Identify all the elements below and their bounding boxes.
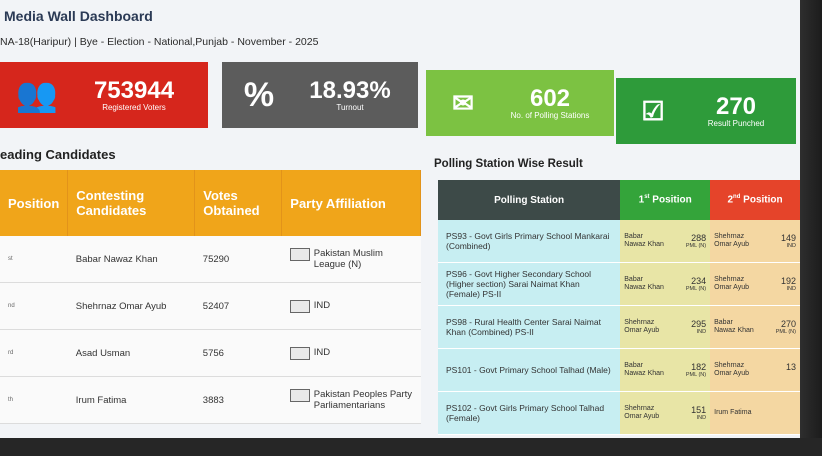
first-candidate: Babar Nawaz Khan: [624, 362, 664, 377]
first-votes: 182: [691, 362, 707, 372]
party-flag-icon: [289, 346, 310, 360]
candidate-name: Irum Fatima: [67, 376, 195, 424]
candidate-votes: 5756: [194, 329, 282, 377]
first-party: PML (N): [685, 286, 707, 292]
candidates-table: Position Contesting Candidates Votes Obt…: [0, 170, 422, 424]
second-votes: 149: [780, 233, 796, 243]
polling-station-table: Polling Station 1st Position 2nd Positio…: [438, 180, 800, 435]
polling-stations-value: 602: [529, 84, 571, 112]
station-name: PS102 - Govt Girls Primary School Talhad…: [438, 391, 621, 435]
header-polling-station: Polling Station: [438, 180, 621, 220]
header-second-position: 2nd Position: [710, 180, 800, 220]
candidate-votes: 75290: [194, 236, 282, 283]
second-candidate: Shehrnaz Omar Ayub: [714, 233, 750, 248]
first-candidate: Babar Nawaz Khan: [624, 233, 664, 248]
table-row: nd Shehrnaz Omar Ayub 52407 IND: [0, 282, 421, 330]
party-flag-icon: [289, 389, 310, 402]
first-votes: 295: [691, 319, 707, 329]
second-votes: 192: [780, 276, 796, 286]
header-party: Party Affiliation: [281, 170, 422, 236]
second-votes: 13: [785, 362, 796, 372]
table-row: PS98 - Rural Health Center Sarai Naimat …: [438, 305, 800, 349]
station-name: PS101 - Govt Primary School Talhad (Male…: [438, 348, 621, 392]
first-party: IND: [696, 415, 707, 421]
first-candidate: Babar Nawaz Khan: [624, 276, 664, 291]
polling-stations-label: No. of Polling Stations: [510, 110, 590, 120]
result-punched-label: Result Punched: [707, 118, 765, 128]
table-row: PS96 - Govt Higher Secondary School (Hig…: [438, 262, 800, 306]
first-votes: 234: [691, 276, 707, 286]
second-candidate: Shehrnaz Omar Ayub: [714, 362, 750, 377]
second-votes: 270: [780, 319, 796, 329]
table-row: st Babar Nawaz Khan 75290 Pakistan Musli…: [0, 236, 421, 283]
party-flag-icon: [289, 248, 310, 261]
first-party: PML (N): [685, 372, 707, 378]
stat-card-registered-voters: 👥 753944 Registered Voters: [0, 62, 208, 128]
candidate-position: nd: [0, 282, 68, 330]
header-first-position: 1st Position: [620, 180, 711, 220]
candidate-position: th: [0, 376, 68, 424]
first-party: PML (N): [685, 243, 707, 249]
header-position: Position: [0, 170, 69, 236]
result-punched-value: 270: [715, 92, 757, 120]
table-row: PS102 - Govt Girls Primary School Talhad…: [438, 391, 800, 435]
clipboard-check-icon: ☑: [641, 95, 665, 126]
first-votes: 151: [691, 405, 707, 415]
monitor-bezel: [800, 0, 822, 456]
page-title: Media Wall Dashboard: [4, 8, 153, 24]
table-row: PS93 - Govt Girls Primary School Mankara…: [438, 220, 800, 263]
candidate-votes: 52407: [194, 282, 282, 330]
dashboard-screen: Media Wall Dashboard NA-18(Haripur) | By…: [0, 0, 800, 438]
first-candidate: Shehrnaz Omar Ayub: [624, 405, 660, 420]
registered-voters-value: 753944: [93, 76, 175, 104]
candidate-party: Pakistan Muslim League (N): [313, 248, 383, 270]
first-votes: 288: [691, 233, 707, 243]
turnout-value: 18.93%: [309, 76, 391, 104]
leading-candidates-title: eading Candidates: [0, 147, 116, 162]
header-candidates: Contesting Candidates: [67, 170, 196, 236]
candidate-name: Asad Usman: [67, 329, 195, 377]
candidate-party: Pakistan Peoples Party Parliamentarians: [313, 389, 413, 411]
stat-card-polling-stations: ✉ 602 No. of Polling Stations: [426, 70, 614, 136]
header-votes: Votes Obtained: [194, 170, 283, 236]
candidate-votes: 3883: [194, 376, 282, 424]
candidate-position: st: [0, 236, 68, 283]
first-party: IND: [696, 329, 707, 335]
candidate-name: Shehrnaz Omar Ayub: [67, 282, 195, 330]
second-candidate: Shehrnaz Omar Ayub: [714, 276, 750, 291]
party-flag-icon: [289, 299, 310, 313]
table-row: th Irum Fatima 3883 Pakistan Peoples Par…: [0, 376, 421, 424]
page-subtitle: NA-18(Haripur) | Bye - Election - Nation…: [0, 36, 319, 48]
polling-results-title: Polling Station Wise Result: [434, 158, 583, 170]
station-name: PS96 - Govt Higher Secondary School (Hig…: [438, 262, 621, 306]
stat-card-turnout: % 18.93% Turnout: [222, 62, 418, 128]
table-row: PS101 - Govt Primary School Talhad (Male…: [438, 348, 800, 392]
second-candidate: Babar Nawaz Khan: [714, 319, 754, 334]
first-candidate: Shehrnaz Omar Ayub: [624, 319, 660, 334]
candidate-position: rd: [0, 329, 68, 377]
percent-icon: %: [243, 75, 275, 114]
table-row: rd Asad Usman 5756 IND: [0, 329, 421, 377]
candidate-party: IND: [313, 346, 331, 358]
users-icon: 👥: [15, 76, 59, 114]
monitor-bottom-edge: [0, 438, 822, 456]
stat-card-result-punched: ☑ 270 Result Punched: [616, 78, 796, 144]
station-name: PS93 - Govt Girls Primary School Mankara…: [438, 220, 621, 263]
second-candidate: Irum Fatima: [714, 409, 752, 416]
turnout-label: Turnout: [336, 102, 364, 112]
second-party: IND: [786, 286, 796, 292]
ballot-box-icon: ✉: [452, 87, 474, 118]
candidate-party: IND: [313, 299, 331, 311]
second-party: PML (N): [775, 329, 796, 335]
station-name: PS98 - Rural Health Center Sarai Naimat …: [438, 305, 621, 349]
candidate-name: Babar Nawaz Khan: [67, 236, 195, 283]
registered-voters-label: Registered Voters: [102, 102, 166, 112]
second-party: IND: [786, 243, 796, 249]
